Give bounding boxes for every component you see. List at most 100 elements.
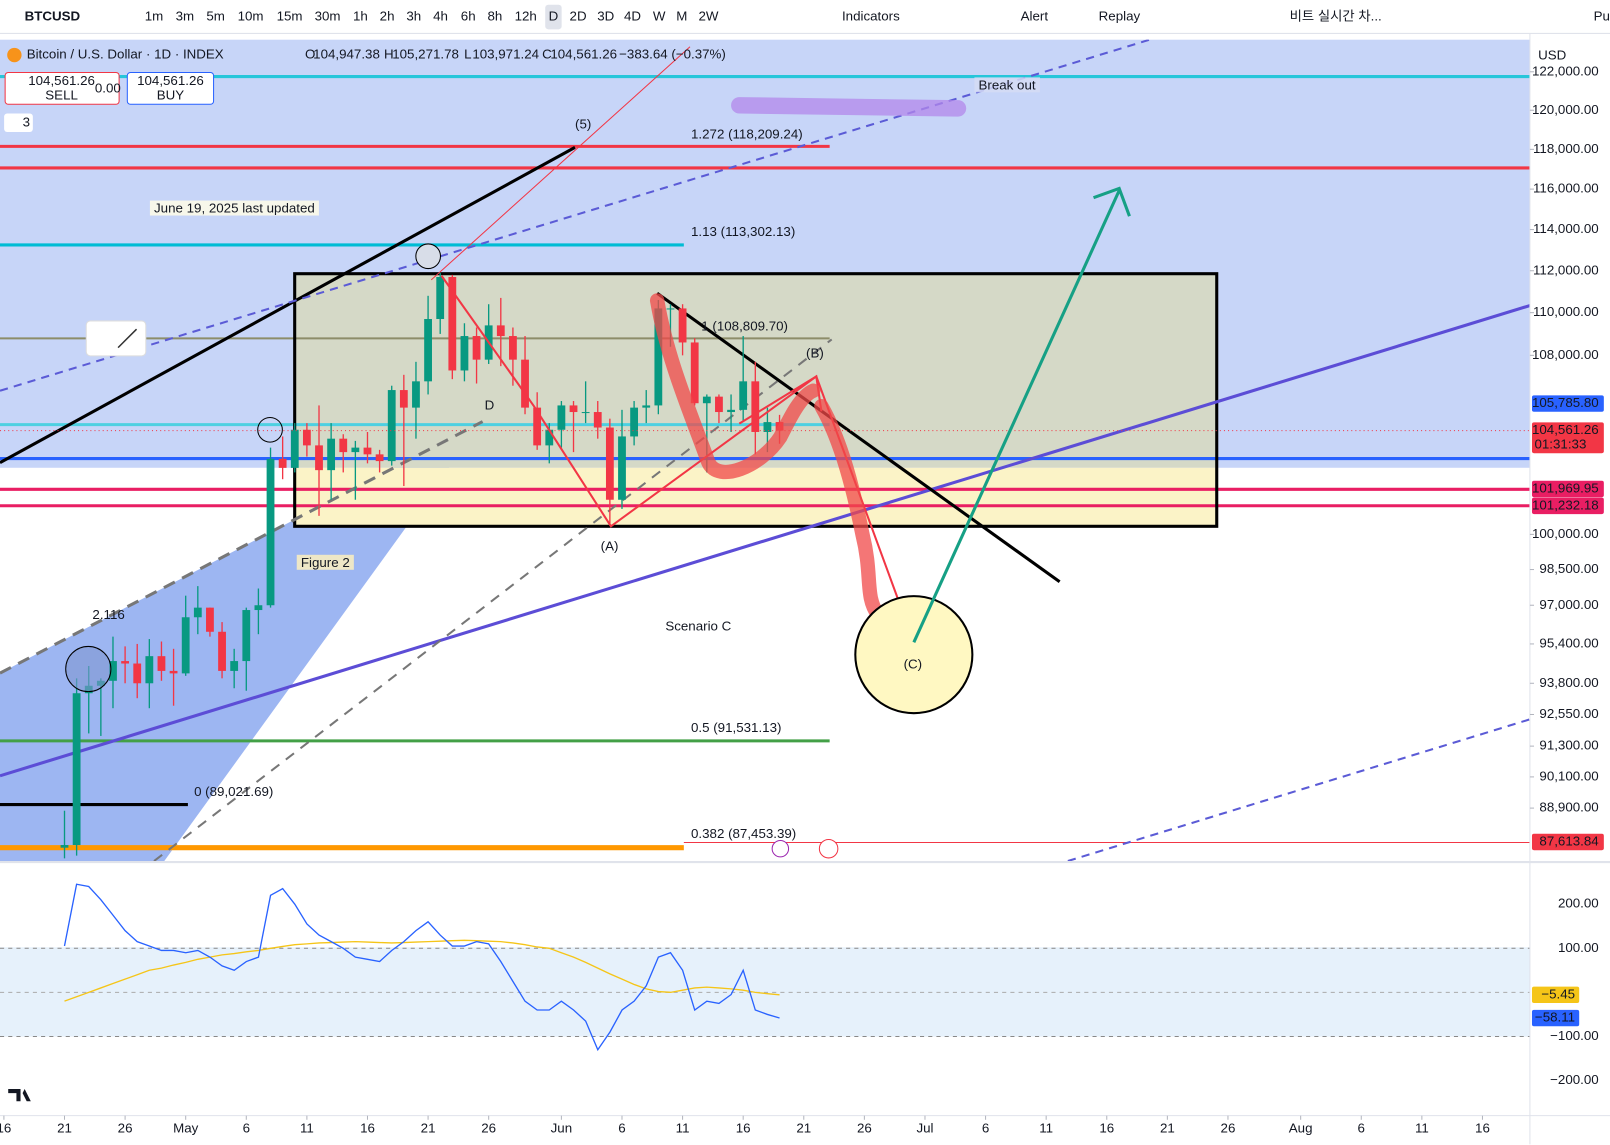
candle-body	[630, 407, 639, 437]
y-tick-label: 88,900.00	[1539, 800, 1598, 815]
legend-change: −383.64 (−0.37%)	[619, 47, 726, 62]
collapse-button[interactable]	[4, 113, 33, 133]
interval-button[interactable]: 1m	[145, 9, 164, 24]
marker-circle	[415, 243, 442, 270]
candle-body	[254, 605, 263, 611]
interval-active	[545, 4, 562, 30]
x-tick-label: 11	[300, 1121, 314, 1136]
annotation-bg	[296, 554, 354, 570]
x-tick-label: Aug	[1289, 1121, 1313, 1136]
y-tick-label: 118,000.00	[1533, 141, 1599, 156]
candle-body	[327, 438, 336, 471]
legend-key: L	[464, 47, 471, 62]
replay-button[interactable]: Replay	[1099, 9, 1141, 24]
annotation: (A)	[601, 538, 619, 553]
legend-key: C	[542, 47, 552, 62]
y-tick-label: 93,800.00	[1539, 675, 1598, 690]
publish-button[interactable]: Pu	[1594, 9, 1610, 24]
candle-body	[581, 412, 590, 414]
indicator-line	[63, 883, 780, 1052]
annotation-bg	[149, 200, 319, 216]
candle-body	[387, 390, 396, 462]
symbol[interactable]: BTCUSD	[25, 9, 81, 24]
alert-button[interactable]: Alert	[1021, 9, 1049, 24]
interval-button[interactable]: 30m	[315, 9, 341, 24]
annotations: June 19, 2025 last updated Figure 2 Scenar…	[92, 77, 1040, 841]
toolbar-items: BTCUSD 1m 3m 5m 10m 15m 30m 1h 2h 3h 4h 6h 8h 12h D 2D 3…	[25, 4, 1610, 30]
x-tick-label: Jun	[551, 1121, 573, 1136]
y-tick-label: 98,500.00	[1539, 561, 1598, 576]
channel-line	[0, 420, 484, 675]
candle-body	[109, 661, 117, 681]
price-label-box	[1531, 422, 1604, 454]
interval-button[interactable]: 8h	[487, 9, 502, 24]
x-tick-label: 6	[243, 1121, 250, 1136]
legend-value: 104,947.38	[313, 47, 380, 62]
interval-button[interactable]: 15m	[277, 9, 303, 24]
interval-button[interactable]: 4h	[433, 9, 448, 24]
trend-line	[0, 146, 576, 464]
layout-button[interactable]: 비트 실시간 차...	[1290, 9, 1382, 24]
candle-body	[315, 445, 323, 471]
legend-value: 103,971.24	[472, 47, 539, 62]
annotation: (C)	[904, 656, 923, 671]
interval-button[interactable]: 1h	[353, 9, 368, 24]
interval-button[interactable]: 3h	[406, 9, 421, 24]
interval-button[interactable]: 3m	[176, 9, 195, 24]
interval-button[interactable]: 6h	[461, 9, 476, 24]
x-tick-label: 11	[676, 1121, 690, 1136]
candle-body	[545, 429, 554, 446]
candle-body	[339, 438, 348, 453]
candle-body	[133, 663, 142, 684]
x-tick-label: 26	[857, 1121, 872, 1136]
x-tick-label: 6	[1358, 1121, 1365, 1136]
candle-body	[363, 447, 372, 455]
drawing-widget[interactable]	[85, 320, 147, 357]
sell-button[interactable]	[4, 71, 120, 105]
interval-button[interactable]: 2W	[698, 9, 718, 24]
interval-button[interactable]: 3D	[597, 9, 614, 24]
interval-button[interactable]: 2h	[380, 9, 395, 24]
x-tick-label: 21	[796, 1121, 811, 1136]
interval-button[interactable]: M	[676, 9, 687, 24]
candle-body	[266, 458, 275, 606]
target-circle	[854, 595, 974, 715]
candle-body	[60, 845, 69, 848]
legend-value: 104,561.26	[550, 47, 617, 62]
interval-button[interactable]: 12h	[515, 9, 537, 24]
y-tick-label: 90,100.00	[1539, 768, 1598, 783]
candle-body	[351, 447, 360, 453]
candle-body	[157, 656, 166, 671]
interval-button[interactable]: 2D	[570, 9, 587, 24]
annotation: D	[485, 398, 495, 413]
interval-button[interactable]: 4D	[624, 9, 641, 24]
interval-button[interactable]: W	[653, 9, 666, 24]
price-label: 101,969.95	[1532, 481, 1599, 496]
candle-body	[193, 607, 202, 618]
annotation: Break out	[979, 77, 1036, 92]
x-tick-label: 21	[421, 1121, 436, 1136]
interval-button[interactable]: 10m	[238, 9, 264, 24]
indicator-line	[64, 939, 780, 1002]
x-tick-label: 21	[1160, 1121, 1175, 1136]
interval-button[interactable]: 5m	[206, 9, 225, 24]
x-tick-label: 16	[1475, 1121, 1490, 1136]
indicators-button[interactable]: Indicators	[842, 9, 900, 24]
candle-body	[472, 336, 481, 360]
fib-label: 0 (89,021.69)	[194, 784, 273, 799]
legend-key: H	[384, 47, 394, 62]
highlight-stroke	[731, 97, 967, 117]
interval-button[interactable]: D	[549, 9, 559, 24]
candle-body	[739, 381, 748, 410]
price-pane: June 19, 2025 last updated Figure 2 Scenar…	[0, 39, 1530, 862]
candle-body	[302, 429, 311, 446]
buy-button[interactable]	[126, 71, 215, 105]
event-icon	[818, 838, 839, 859]
x-tick-label: 11	[1039, 1121, 1053, 1136]
price-label: 101,232.18	[1532, 497, 1599, 512]
candle-body	[375, 454, 384, 462]
candle-body	[521, 359, 529, 408]
price-label-box	[1531, 833, 1604, 851]
x-tick-label: 6	[982, 1121, 989, 1136]
currency: USD	[1538, 48, 1566, 63]
